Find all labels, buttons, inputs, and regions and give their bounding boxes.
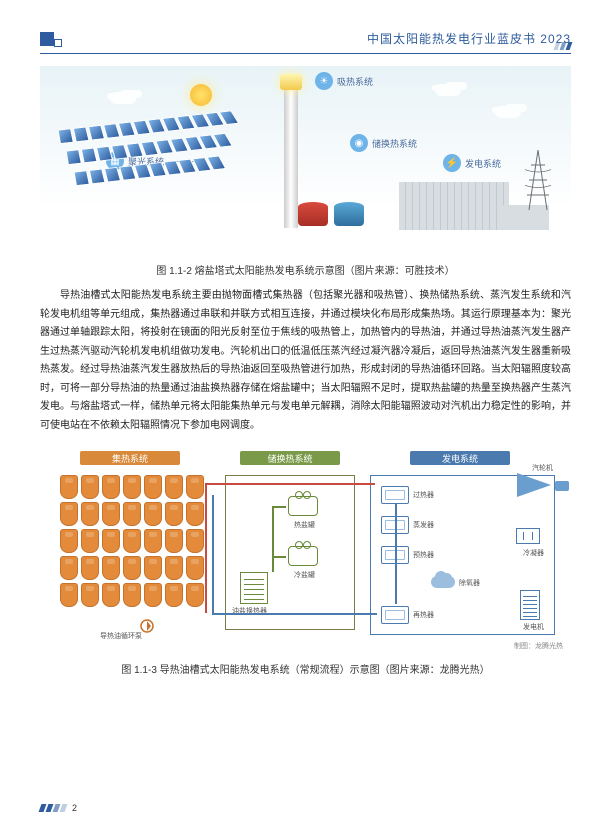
collector-field [60,475,204,607]
cloud-icon [495,106,521,118]
hot-oil-pipe [205,483,207,613]
page-number: 2 [72,803,77,813]
label-receiver: ☀ 吸热系统 [315,72,373,90]
sun-icon [190,84,212,106]
label-reheater: 再热器 [413,610,434,620]
figure-trough-system: 集热系统 储换热系统 发电系统 导热油循环泵 热盐罐 冷盐罐 油盐换热器 [40,445,571,655]
pump-icon [140,619,154,633]
hot-tank-icon [298,202,328,226]
footer-decor-icon [40,804,66,812]
hot-oil-pipe [205,483,375,485]
page-header: 中国太阳能热发电行业蓝皮书 2023 [40,30,571,54]
figure1-caption: 图 1.1-2 熔盐塔式太阳能热发电系统示意图（图片来源：可胜技术） [40,262,571,277]
turbine-icon [517,473,563,503]
label-condenser: 冷凝器 [523,548,544,558]
figure-tower-system: ☀ 吸热系统 ▦ 聚光系统 ◉ 储换热系统 ⚡ 发电系统 [40,66,571,256]
label-cold-salt: 冷盐罐 [294,570,315,580]
header-title: 中国太阳能热发电行业蓝皮书 2023 [367,30,571,47]
header-logo-icon [40,31,62,47]
cloud-icon [110,92,136,104]
deaerator-icon [431,576,455,588]
power-plant [399,150,549,230]
cold-oil-pipe [212,495,214,615]
page-footer: 2 [40,803,77,813]
figure2-credit: 制图：龙腾光热 [514,641,563,651]
section-power: 发电系统 [410,451,510,465]
label-text: 储换热系统 [372,137,417,150]
hot-salt-tank-icon [288,496,318,516]
receiver-icon [280,74,302,90]
label-text: 吸热系统 [337,75,373,88]
label-htf-pump: 导热油循环泵 [100,631,142,641]
heliostat-field [60,126,290,236]
storage-badge-icon: ◉ [350,134,368,152]
figure2-caption: 图 1.1-3 导热油槽式太阳能热发电系统（常规流程）示意图（图片来源：龙腾光热… [40,661,571,676]
pylon-icon [525,150,551,210]
header-decor-icon [555,42,571,50]
section-storage: 储换热系统 [240,451,340,465]
label-turbine: 汽轮机 [532,463,553,473]
superheater-icon [381,486,409,504]
cloud-icon [435,84,461,96]
label-hot-salt: 热盐罐 [294,520,315,530]
label-evaporator: 蒸发器 [413,520,434,530]
building-icon [399,182,509,230]
document-page: 中国太阳能热发电行业蓝皮书 2023 ☀ 吸热系统 ▦ 聚光系统 ◉ 储换热系统… [0,0,611,829]
cold-tank-icon [334,202,364,226]
oil-salt-hx-icon [240,572,268,604]
body-paragraph: 导热油槽式太阳能热发电系统主要由抛物面槽式集热器（包括聚光器和吸热管）、换热储热… [40,287,571,435]
cold-salt-tank-icon [288,546,318,566]
storage-tanks [298,202,364,226]
generator-icon [520,590,540,620]
label-generator: 发电机 [523,622,544,632]
cold-oil-pipe [212,613,377,615]
label-preheater: 预热器 [413,550,434,560]
section-collector: 集热系统 [80,451,180,465]
storage-system-box: 热盐罐 冷盐罐 油盐换热器 [225,475,355,630]
label-superheater: 过热器 [413,490,434,500]
reheater-icon [381,606,409,624]
condenser-icon [516,528,540,544]
receiver-badge-icon: ☀ [315,72,333,90]
label-deaerator: 除氧器 [459,578,480,588]
